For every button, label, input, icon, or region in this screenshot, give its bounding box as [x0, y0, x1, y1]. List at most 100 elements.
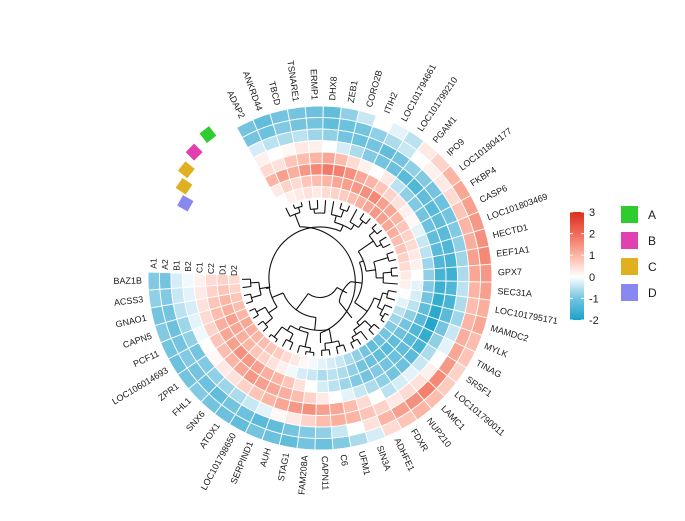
heatmap-cell — [326, 367, 340, 382]
heatmap-cell — [228, 274, 241, 285]
group-legend-label: C — [648, 260, 657, 274]
group-legend-label: D — [648, 286, 657, 300]
track-label: B1 — [172, 260, 182, 271]
heatmap-cell — [228, 283, 242, 295]
dendrogram-branch — [376, 292, 384, 308]
heatmap-cell — [325, 356, 337, 370]
heatmap-cell — [302, 390, 318, 405]
dendrogram-branch — [354, 262, 363, 303]
dendrogram-branch — [252, 314, 259, 319]
heatmap-cell — [159, 271, 172, 290]
gene-label: CAPN11 — [320, 456, 331, 491]
gene-label: UFM1 — [357, 450, 372, 476]
heatmap-cell — [328, 390, 344, 405]
dendrogram-branch — [380, 319, 385, 323]
dendrogram-branch — [359, 218, 367, 225]
dendrogram-branch — [346, 205, 350, 212]
dendrogram-branch — [353, 329, 357, 335]
dendrogram-branch — [251, 294, 262, 299]
gene-label: CASP6 — [478, 183, 509, 205]
dendrogram-branch — [258, 282, 262, 296]
gene-label: MAMDC2 — [489, 323, 529, 344]
gene-label: C6 — [338, 454, 349, 467]
track-label: D1 — [217, 264, 227, 275]
track-labels: A1 A2 B1 B2 C1 C2 D1 D2 — [149, 258, 239, 276]
gene-label: GPX7 — [498, 267, 522, 278]
heatmap-cell — [301, 402, 317, 416]
dendrogram-branch — [368, 235, 378, 248]
dendrogram-branch — [366, 269, 376, 272]
group-annotation-block — [177, 195, 194, 212]
dendrogram-branch — [324, 200, 327, 214]
dendrogram-branch — [249, 307, 256, 312]
gene-label: IPO9 — [445, 137, 467, 158]
heatmap-cell — [308, 151, 323, 165]
dendrogram-branch — [294, 214, 301, 227]
dendrogram-branch — [342, 344, 347, 352]
heatmap-cell — [322, 105, 342, 120]
dendrogram-branch — [337, 340, 341, 347]
dendrogram-branch — [380, 313, 386, 321]
heatmap-cell — [315, 403, 331, 416]
gene-label: ZEB1 — [346, 80, 360, 104]
dendrogram-branch — [339, 202, 343, 210]
gene-label: TBCD — [267, 80, 283, 107]
heatmap-cell — [182, 272, 195, 289]
heatmap-cell — [398, 260, 412, 273]
heatmap-cell — [468, 264, 481, 283]
heatmap-cell — [147, 271, 161, 291]
heatmap-cell — [193, 273, 207, 288]
heatmap-cell — [306, 128, 324, 142]
dendrogram-branch — [354, 302, 368, 312]
dendrogram-branch — [259, 286, 270, 290]
dendrogram-branch — [368, 329, 375, 336]
heatmap-cell — [295, 151, 311, 167]
heatmap-cell — [316, 357, 328, 370]
heatmap-cell — [445, 266, 458, 282]
color-scale-tick-label: -1 — [589, 293, 599, 305]
gene-label: HECTD1 — [492, 222, 529, 240]
color-scale-legend: 3 2 1 0 -1 -2 — [570, 207, 599, 327]
dendrogram-branch — [304, 332, 309, 347]
dendrogram-branch — [349, 208, 358, 223]
group-annotation-blocks — [175, 126, 217, 212]
dendrogram-branch — [321, 349, 330, 351]
heatmap-cell — [420, 256, 435, 271]
dendrogram-branch — [388, 290, 397, 293]
group-legend-swatch — [621, 206, 638, 223]
dendrogram-branch — [300, 202, 303, 207]
heatmap-cell — [297, 425, 317, 439]
group-legend-label: B — [648, 234, 656, 248]
heatmap-cell — [479, 263, 493, 283]
dendrogram-branch — [334, 221, 352, 231]
track-label: D2 — [229, 265, 239, 276]
dendrogram-branch — [273, 326, 283, 338]
color-scale-tick-label: 0 — [589, 272, 595, 284]
group-annotation-block — [185, 143, 203, 161]
dendrogram-branch — [334, 215, 337, 223]
heatmap-cell — [478, 281, 493, 301]
dendrogram-branch — [340, 225, 344, 232]
group-annotation-block — [177, 161, 195, 179]
gene-label: SEC31A — [497, 286, 532, 299]
dendrogram-branch — [379, 314, 384, 318]
dendrogram-branch — [336, 286, 348, 294]
dendrogram-branch — [350, 224, 355, 230]
dendrogram-branch — [388, 259, 396, 262]
dendrogram-branch — [379, 304, 386, 315]
heatmap-cell — [444, 280, 458, 297]
dendrogram-branch — [286, 325, 291, 331]
dendrogram-branch — [289, 342, 294, 351]
dendrogram-branch — [257, 320, 264, 326]
gene-label: SRSF1 — [464, 374, 494, 399]
dendrogram-branch — [373, 323, 380, 330]
heatmap-cell — [321, 151, 337, 165]
dendrogram-branch — [368, 230, 375, 237]
dendrogram-branch — [350, 342, 354, 349]
heatmap-cell — [302, 186, 314, 200]
dendrogram-branch — [391, 267, 398, 270]
dendrogram-branch — [271, 292, 284, 298]
dendrogram-branch — [357, 221, 364, 228]
track-label: B2 — [183, 261, 193, 272]
